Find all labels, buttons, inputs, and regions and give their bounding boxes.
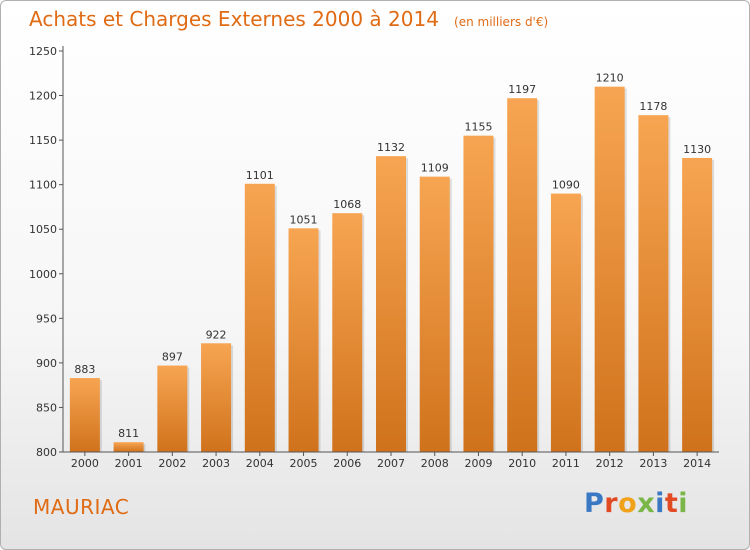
bar-2013 (638, 115, 669, 452)
chart-subtitle: (en milliers d'€) (454, 15, 549, 29)
data-label-2008: 1109 (421, 162, 449, 175)
data-label-2000: 883 (74, 363, 95, 376)
data-label-2003: 922 (206, 328, 227, 341)
data-label-2002: 897 (162, 351, 183, 364)
x-tick-label-2014: 2014 (683, 457, 711, 470)
data-label-2007: 1132 (377, 141, 405, 154)
y-tick-label-850: 850 (36, 401, 57, 414)
title-row: Achats et Charges Externes 2000 à 2014 (… (29, 7, 548, 31)
bar-2008 (419, 176, 450, 452)
x-tick-label-2013: 2013 (639, 457, 667, 470)
bar-2004 (244, 183, 275, 452)
x-tick-label-2006: 2006 (333, 457, 361, 470)
data-label-2001: 811 (118, 427, 139, 440)
city-name: MAURIAC (33, 495, 130, 519)
bar-2012 (594, 86, 625, 453)
data-label-2012: 1210 (596, 72, 624, 85)
y-tick-label-1200: 1200 (29, 90, 57, 103)
y-tick-label-1150: 1150 (29, 134, 57, 147)
bar-2005 (288, 228, 319, 452)
x-tick-label-2009: 2009 (464, 457, 492, 470)
chart-title: Achats et Charges Externes 2000 à 2014 (29, 7, 439, 31)
bar-2009 (463, 135, 494, 452)
x-tick-label-2008: 2008 (421, 457, 449, 470)
data-label-2014: 1130 (683, 143, 711, 156)
bar-2010 (507, 98, 538, 453)
proxiti-logo[interactable]: Proxiti (584, 488, 689, 519)
axes-group: 2000 2001 2002 2003 2004 2005 2006 2007 2008 2009… (29, 45, 719, 470)
x-tick-label-2005: 2005 (290, 457, 318, 470)
data-label-2009: 1155 (464, 121, 492, 134)
y-tick-label-900: 900 (36, 357, 57, 370)
data-label-2013: 1178 (639, 100, 667, 113)
y-tick-label-1050: 1050 (29, 223, 57, 236)
y-tick-label-1100: 1100 (29, 179, 57, 192)
x-tick-label-2010: 2010 (508, 457, 536, 470)
y-tick-label-800: 800 (36, 446, 57, 459)
data-label-2004: 1101 (246, 169, 274, 182)
bar-2003 (201, 343, 232, 452)
x-tick-label-2002: 2002 (158, 457, 186, 470)
x-tick-label-2011: 2011 (552, 457, 580, 470)
x-tick-label-2000: 2000 (71, 457, 99, 470)
data-label-2006: 1068 (333, 198, 361, 211)
x-tick-label-2003: 2003 (202, 457, 230, 470)
data-label-2010: 1197 (508, 83, 536, 96)
bar-2011 (550, 193, 581, 453)
bar-2006 (332, 213, 363, 452)
x-tick-label-2001: 2001 (115, 457, 143, 470)
data-label-2005: 1051 (290, 213, 318, 226)
bar-2000 (69, 378, 100, 452)
bar-2014 (682, 157, 713, 452)
bar-2002 (157, 365, 188, 452)
x-tick-label-2004: 2004 (246, 457, 274, 470)
y-tick-label-1000: 1000 (29, 268, 57, 281)
y-tick-label-950: 950 (36, 312, 57, 325)
bar-2001 (113, 442, 144, 452)
bars-group: 883 811 897 922 1101 1051 1068 1132 1109 1155 1197… (69, 72, 715, 453)
x-tick-label-2012: 2012 (596, 457, 624, 470)
x-tick-label-2007: 2007 (377, 457, 405, 470)
y-tick-label-1250: 1250 (29, 45, 57, 58)
bar-2007 (376, 156, 406, 452)
data-label-2011: 1090 (552, 179, 580, 192)
